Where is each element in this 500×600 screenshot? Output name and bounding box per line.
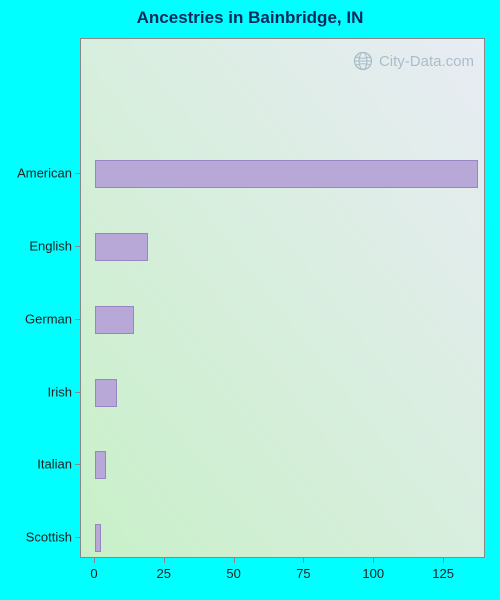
bar [95, 451, 106, 479]
x-tick-mark [303, 558, 304, 563]
watermark-text: City-Data.com [379, 53, 474, 70]
chart-frame: Ancestries in Bainbridge, IN City-Data.c… [0, 0, 500, 600]
bar [95, 160, 478, 188]
bar [95, 524, 101, 552]
x-tick-mark [164, 558, 165, 563]
y-axis-label: American [12, 166, 72, 181]
y-tick-mark [75, 464, 80, 465]
y-tick-mark [75, 173, 80, 174]
x-tick-label: 50 [226, 566, 240, 581]
y-axis-label: Italian [12, 457, 72, 472]
bar [95, 233, 148, 261]
x-tick-mark [443, 558, 444, 563]
x-tick-label: 0 [90, 566, 97, 581]
x-tick-mark [94, 558, 95, 563]
y-axis-label: Scottish [12, 530, 72, 545]
globe-icon [353, 51, 373, 71]
bar [95, 379, 117, 407]
y-tick-mark [75, 319, 80, 320]
y-axis-label: German [12, 311, 72, 326]
plot-background [81, 39, 484, 557]
x-tick-label: 125 [432, 566, 454, 581]
y-tick-mark [75, 246, 80, 247]
y-tick-mark [75, 537, 80, 538]
chart-title: Ancestries in Bainbridge, IN [0, 8, 500, 28]
bar [95, 306, 134, 334]
y-tick-mark [75, 392, 80, 393]
plot-area: City-Data.com [80, 38, 485, 558]
y-axis-label: English [12, 239, 72, 254]
watermark: City-Data.com [353, 51, 474, 71]
x-tick-label: 100 [362, 566, 384, 581]
x-tick-label: 25 [157, 566, 171, 581]
x-tick-label: 75 [296, 566, 310, 581]
y-axis-label: Irish [12, 384, 72, 399]
x-tick-mark [373, 558, 374, 563]
x-tick-mark [234, 558, 235, 563]
